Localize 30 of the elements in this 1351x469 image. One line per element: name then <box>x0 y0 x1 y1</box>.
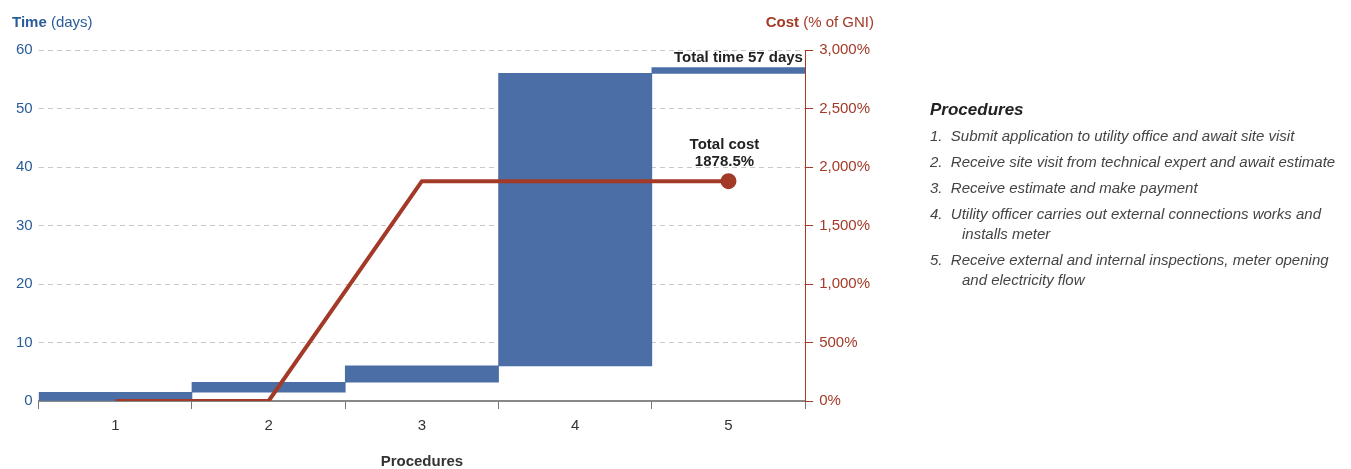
x-tick-label: 3 <box>417 416 427 434</box>
y-tick-label: 40 <box>16 157 33 175</box>
text: 5. Receive external and internal inspections, meter opening and electricity flow <box>930 250 1330 290</box>
y-tick-label: 60 <box>16 40 33 58</box>
text: 2. Receive site visit from technical expert and await estimate <box>930 152 1337 172</box>
y2-tick-label: 1,500% <box>819 215 870 233</box>
x-tick-label: 5 <box>724 416 733 434</box>
y2-tick-label: 1,000% <box>819 274 870 292</box>
y-axis-title: Time (days) <box>12 13 93 30</box>
y2-tick-label: 3,000% <box>819 40 870 58</box>
y-tick-label: 50 <box>16 98 33 116</box>
y2-tick-label: 2,500% <box>819 98 870 116</box>
annotation: Total time 57 days <box>674 48 803 66</box>
x-tick-label: 2 <box>264 416 273 434</box>
y2-tick-label: 2,000% <box>819 157 870 175</box>
y2-axis-title: Cost (% of GNI) <box>765 13 875 30</box>
y2-tick-label: 0% <box>819 391 841 409</box>
text: Procedures <box>930 100 1025 120</box>
annotation: Total cost 1878.5% <box>689 134 760 169</box>
y-tick-label: 10 <box>16 332 33 350</box>
text: 4. Utility officer carries out external connections works and installs meter <box>930 204 1323 244</box>
text: 3. Receive estimate and make payment <box>930 178 1199 198</box>
y2-tick-label: 500% <box>819 332 858 350</box>
y-tick-label: 30 <box>16 215 33 233</box>
x-axis-title: Procedures <box>380 452 464 469</box>
text: 1. Submit application to utility office and await site visit <box>930 126 1296 146</box>
y-tick-label: 20 <box>16 274 33 292</box>
y-tick-label: 0 <box>24 391 33 409</box>
x-tick-label: 4 <box>571 416 580 434</box>
x-tick-label: 1 <box>111 416 120 434</box>
